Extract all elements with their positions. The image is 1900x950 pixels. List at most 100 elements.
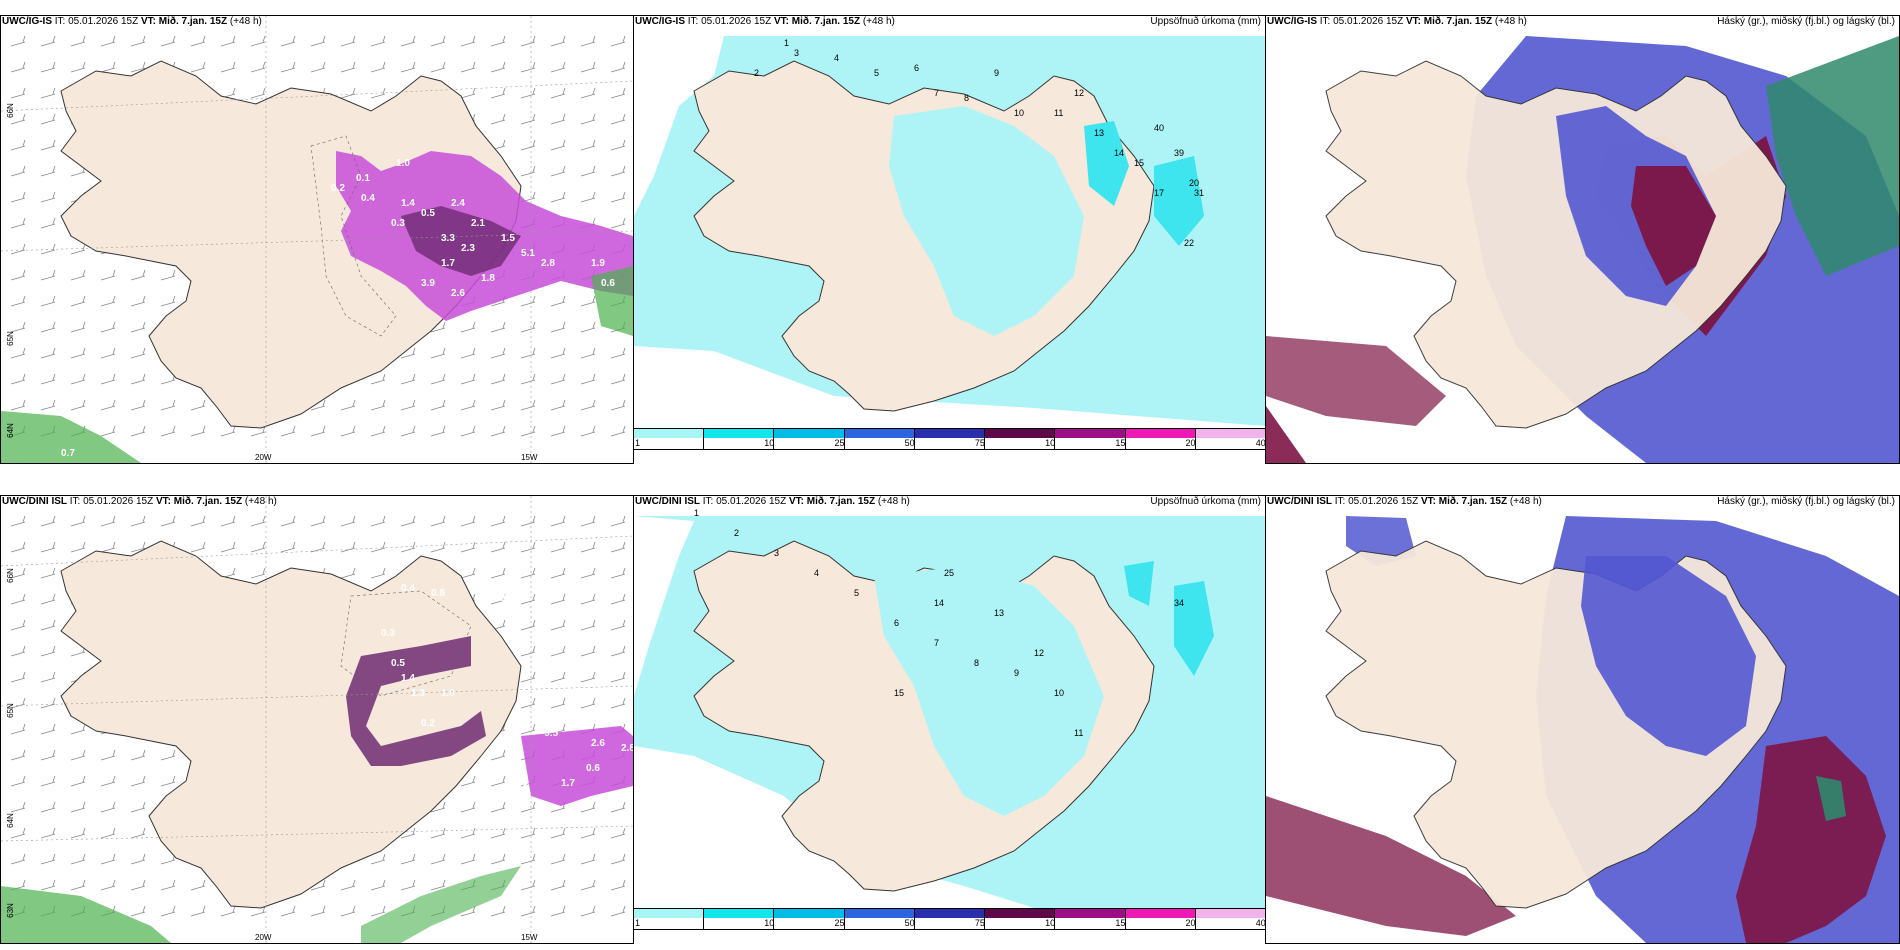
map-panel-accum-top: 1 2 3 4 5 6 7 8 9 10 11 12 13 14 15 17 20 22 31 39 40 UWC/IG… <box>633 15 1266 429</box>
map-value-label: 1.2 <box>621 338 633 349</box>
colorbar-segment: 1 <box>634 909 705 929</box>
map-value-label: 1 <box>784 38 789 48</box>
map-value-label: 0.2 <box>331 183 345 194</box>
hatch-area <box>340 590 472 697</box>
cloud-low-over-land <box>1581 556 1756 756</box>
map-value-label: 6 <box>894 618 899 628</box>
precip-mid-east <box>1174 581 1214 676</box>
map-value-label: 0.3 <box>391 218 405 229</box>
lon-label: 15W <box>521 453 538 462</box>
colorbar-label: 25 <box>834 918 845 928</box>
precip-green-sw <box>1 411 141 463</box>
colorbar-segment: 75 <box>914 429 986 449</box>
colorbar-segment: 50 <box>844 429 915 449</box>
panel-title: Uppsöfnuð úrkoma (mm) <box>1150 16 1261 27</box>
iceland-landmass <box>60 540 522 909</box>
map-value-label: 3 <box>794 48 799 58</box>
lat-label: 65N <box>5 703 15 718</box>
map-value-label: 1.9 <box>591 258 605 269</box>
map-value-label: 2 <box>754 68 759 78</box>
map-value-label: 11 <box>1074 728 1083 738</box>
colorbar-label: 75 <box>974 918 985 928</box>
colorbar-label: 400 <box>1255 438 1271 448</box>
colorbar-top: 1 10 25 50 75 100 150 200 400 <box>633 428 1271 450</box>
map-value-label: 14 <box>1114 148 1124 158</box>
map-panel-rain-bottom: 0.4 0.8 1.2 0.3 0.5 1.4 1.3 1.0 0.2 -9.5 -2.0 2.6 2.… <box>0 495 634 944</box>
colorbar-segment: 400 <box>1195 429 1271 449</box>
panel-header: UWC/DINI ISL IT: 05.01.2026 15Z VT: Mið.… <box>1267 496 1542 507</box>
map-value-label: 1.0 <box>441 688 455 699</box>
lat-label: 64N <box>5 813 15 828</box>
lon-label: 15W <box>521 933 538 942</box>
map-value-label: 3 <box>774 548 779 558</box>
dry-area-south <box>634 746 1034 908</box>
colorbar-label: 150 <box>1115 438 1131 448</box>
lat-label: 63N <box>5 903 15 918</box>
lat-label: 64N <box>5 423 15 438</box>
colorbar-segment: 150 <box>1055 909 1130 929</box>
cloud-mid-se <box>1736 736 1886 943</box>
map-value-label: 13 <box>1094 128 1104 138</box>
map-value-label: 1.4 <box>401 198 415 209</box>
map-value-label: 1.3 <box>411 688 425 699</box>
map-value-label: 12 <box>1034 648 1044 658</box>
panel-title: Háský (gr.), miðský (fj.bl.) og lágský (… <box>1717 16 1895 27</box>
map-value-label: 2.8 <box>621 743 633 754</box>
map-value-label: 0.5 <box>421 208 435 219</box>
colorbar-segment: 75 <box>914 909 986 929</box>
colorbar-segment: 100 <box>985 909 1060 929</box>
map-value-label: -9.5 <box>541 728 559 739</box>
map-value-label: 4 <box>834 53 839 63</box>
dry-area-south <box>634 346 1265 428</box>
map-value-label: 9 <box>994 68 999 78</box>
precip-inland <box>889 106 1084 336</box>
colorbar-bottom: 1 10 25 50 75 100 150 200 400 <box>633 908 1271 930</box>
map-value-label: 3.9 <box>421 278 435 289</box>
panel-header: UWC/DINI ISL IT: 05.01.2026 15Z VT: Mið.… <box>2 496 277 507</box>
colorbar-segment: 150 <box>1055 429 1130 449</box>
precip-inland <box>874 566 1104 816</box>
map-value-label: 25 <box>944 568 954 578</box>
map-value-label: 11 <box>1054 108 1063 118</box>
hatch-area <box>310 135 397 337</box>
map-panel-clouds-top: UWC/IG-IS IT: 05.01.2026 15Z VT: Mið. 7.… <box>1265 15 1900 464</box>
map-value-label: 7 <box>934 638 939 648</box>
colorbar-label: 200 <box>1185 918 1201 928</box>
precip-green-s <box>361 866 521 943</box>
map-value-label: 10 <box>1054 688 1064 698</box>
map-panel-accum-bottom: 1 2 3 4 5 6 7 8 9 10 11 12 13 14 15 25 34 UWC/DINI ISL I… <box>633 495 1266 909</box>
map-value-label: 1.5 <box>501 233 515 244</box>
panel-title: Uppsöfnuð úrkoma (mm) <box>1150 496 1261 507</box>
lat-label: 66N <box>5 568 15 583</box>
map-value-label: 2.6 <box>591 738 605 749</box>
precip-green-sw <box>1 886 171 943</box>
panel-header: UWC/DINI ISL IT: 05.01.2026 15Z VT: Mið.… <box>635 496 910 507</box>
colorbar-segment: 1 <box>634 429 705 449</box>
colorbar-segment: 10 <box>704 429 775 449</box>
map-value-label: 22 <box>1184 238 1194 248</box>
colorbar-label: 150 <box>1115 918 1131 928</box>
map-value-label: 0.4 <box>401 583 415 594</box>
cloud-mid-over-land <box>1631 166 1716 286</box>
precip-magenta-se <box>521 726 633 806</box>
lat-label: 65N <box>5 331 15 346</box>
map-value-label: 39 <box>1174 148 1184 158</box>
rain-value-labels: 0.4 0.8 1.2 0.3 0.5 1.4 1.3 1.0 0.2 -9.5 -2.0 2.6 2.… <box>381 583 633 809</box>
colorbar-segment: 400 <box>1195 909 1271 929</box>
map-value-label: 9 <box>1014 668 1019 678</box>
map-value-label: 2.6 <box>451 288 465 299</box>
map-value-label: 40 <box>1154 123 1164 133</box>
map-value-label: 10 <box>1014 108 1024 118</box>
cloud-high-se <box>1816 776 1846 821</box>
map-value-label: 34 <box>1174 598 1184 608</box>
map-value-label: 2 <box>734 528 739 538</box>
colorbar-label: 50 <box>904 918 915 928</box>
map-value-label: 5 <box>874 68 879 78</box>
colorbar-segment: 25 <box>774 909 845 929</box>
colorbar-label: 100 <box>1045 438 1061 448</box>
cloud-map-top <box>1266 36 1899 463</box>
colorbar-label: 100 <box>1045 918 1061 928</box>
map-value-label: 2.1 <box>471 218 485 229</box>
map-value-label: 2.4 <box>451 198 465 209</box>
